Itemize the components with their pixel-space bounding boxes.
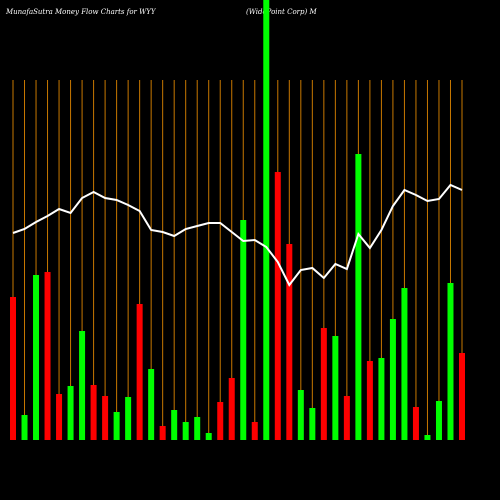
- bar: [251, 422, 258, 440]
- bar: [228, 378, 235, 440]
- bar: [309, 408, 316, 440]
- bar: [435, 401, 442, 440]
- bar: [320, 328, 327, 440]
- bar: [159, 426, 166, 440]
- bar: [424, 435, 431, 440]
- bar: [401, 288, 408, 440]
- bar: [136, 304, 143, 440]
- bar: [113, 412, 120, 440]
- bar: [182, 422, 189, 440]
- bar: [343, 396, 350, 440]
- bar: [355, 154, 362, 440]
- bar: [366, 361, 373, 440]
- chart-subtitle: (WidePoint Corp) M: [246, 8, 317, 16]
- bar: [194, 417, 201, 440]
- bar: [332, 336, 339, 440]
- bar: [21, 415, 28, 440]
- bar: [171, 410, 178, 440]
- bar: [148, 369, 155, 440]
- bar: [447, 283, 454, 440]
- bar: [274, 172, 281, 440]
- bar: [56, 394, 63, 440]
- bar: [459, 353, 465, 440]
- bar: [205, 433, 212, 440]
- flow-line: [12, 183, 463, 287]
- bar: [297, 390, 304, 440]
- bar: [263, 0, 270, 440]
- bar: [378, 358, 385, 440]
- bar: [389, 319, 396, 440]
- bar: [67, 386, 74, 440]
- bar: [44, 272, 51, 440]
- bar: [10, 297, 16, 440]
- bar: [217, 402, 224, 440]
- bar: [102, 396, 109, 440]
- bar: [90, 385, 97, 440]
- chart-title: MunafaSutra Money Flow Charts for WYY: [5, 8, 157, 16]
- bar: [240, 220, 247, 440]
- bar: [286, 244, 293, 440]
- bar: [412, 407, 419, 440]
- bar: [79, 331, 86, 440]
- bar: [33, 275, 40, 440]
- bar: [125, 397, 132, 440]
